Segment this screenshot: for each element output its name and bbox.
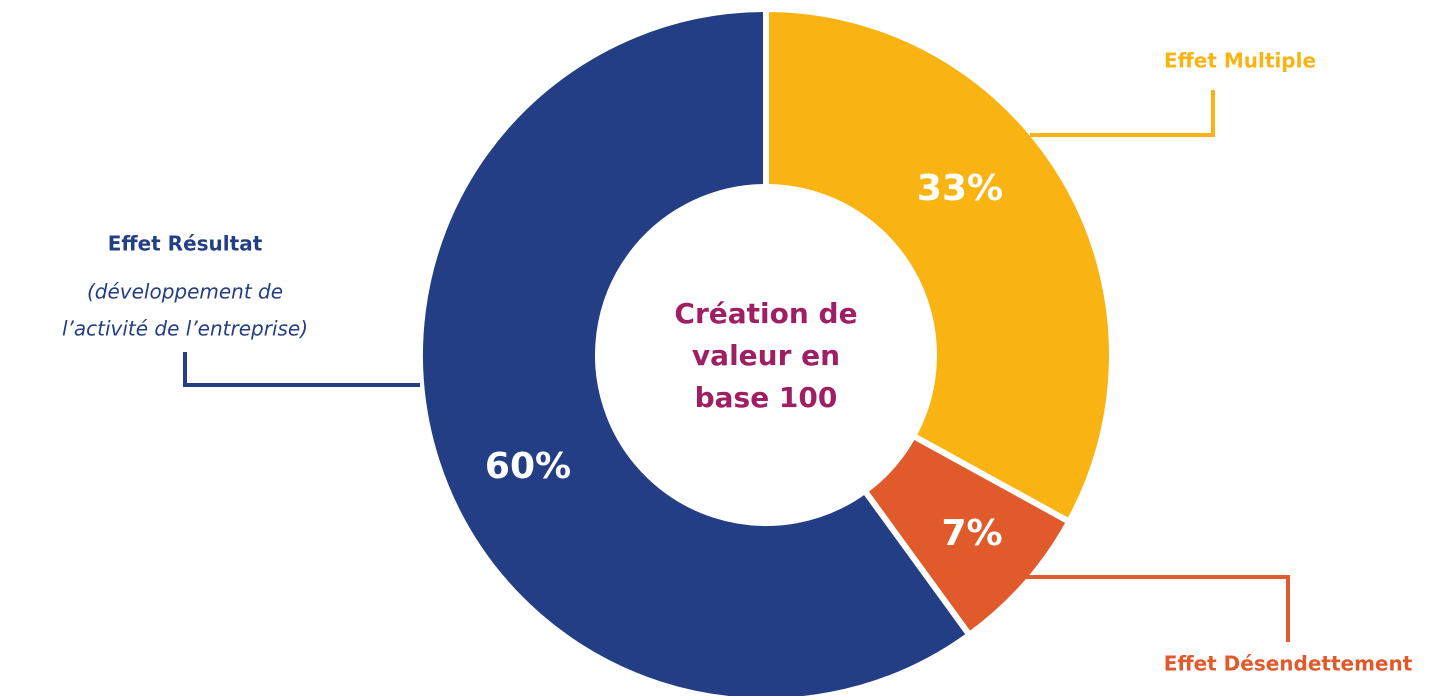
category-label: Effet Multiple xyxy=(1164,49,1316,73)
donut-slice xyxy=(417,6,973,696)
value-label: 60% xyxy=(485,446,571,487)
value-label: 33% xyxy=(917,168,1003,209)
value-label: 7% xyxy=(941,513,1002,554)
center-label: base 100 xyxy=(695,381,838,414)
callout-line xyxy=(1030,90,1215,137)
callout-line xyxy=(1020,575,1290,642)
center-label: Création de xyxy=(674,297,857,330)
category-note: l’activité de l’entreprise) xyxy=(62,317,308,341)
category-label: Effet Désendettement xyxy=(1164,652,1413,676)
donut-slice xyxy=(763,6,1115,525)
category-note: (développement de xyxy=(87,280,283,304)
center-label: valeur en xyxy=(692,339,840,372)
callout-line xyxy=(183,352,420,387)
category-label: Effet Résultat xyxy=(108,232,263,256)
